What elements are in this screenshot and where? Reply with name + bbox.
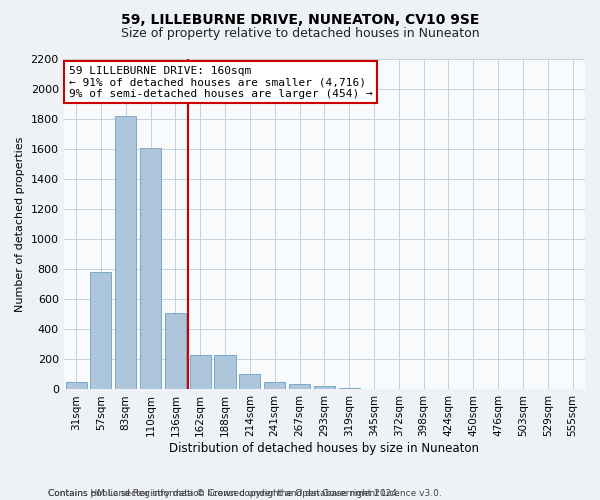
Bar	[338, 388, 360, 390]
Text: Contains HM Land Registry data © Crown copyright and database right 2024.: Contains HM Land Registry data © Crown c…	[48, 488, 400, 498]
X-axis label: Distribution of detached houses by size in Nuneaton: Distribution of detached houses by size …	[169, 442, 479, 455]
Bar	[165, 313, 186, 390]
Text: Size of property relative to detached houses in Nuneaton: Size of property relative to detached ho…	[121, 28, 479, 40]
Bar	[239, 374, 260, 390]
Bar	[115, 116, 136, 390]
Bar	[264, 382, 285, 390]
Text: 59 LILLEBURNE DRIVE: 160sqm
← 91% of detached houses are smaller (4,716)
9% of s: 59 LILLEBURNE DRIVE: 160sqm ← 91% of det…	[69, 66, 373, 99]
Bar	[65, 382, 86, 390]
Bar	[314, 386, 335, 390]
Bar	[91, 272, 112, 390]
Y-axis label: Number of detached properties: Number of detached properties	[15, 136, 25, 312]
Text: Contains public sector information licensed under the Open Government Licence v3: Contains public sector information licen…	[48, 478, 442, 498]
Bar	[214, 355, 236, 390]
Bar	[140, 148, 161, 390]
Bar	[190, 355, 211, 390]
Text: 59, LILLEBURNE DRIVE, NUNEATON, CV10 9SE: 59, LILLEBURNE DRIVE, NUNEATON, CV10 9SE	[121, 12, 479, 26]
Bar	[289, 384, 310, 390]
